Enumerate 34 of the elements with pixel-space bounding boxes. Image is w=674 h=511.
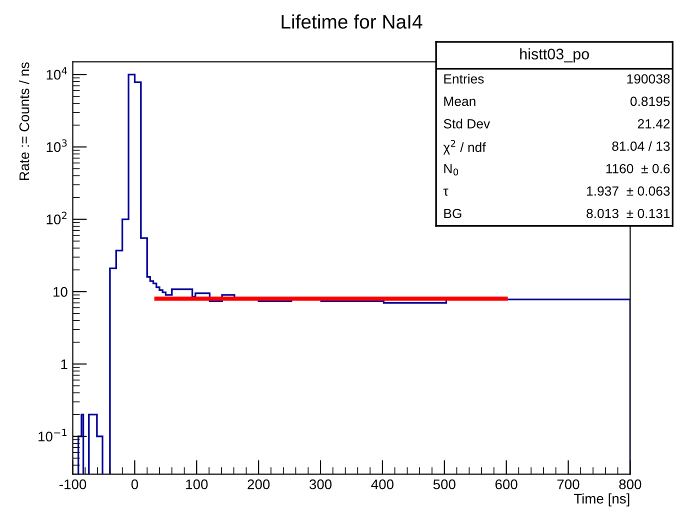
x-tick-label: 400 bbox=[371, 479, 394, 490]
x-tick-label: 100 bbox=[186, 479, 208, 490]
y-axis-title: Rate := Counts / ns bbox=[19, 62, 30, 180]
annotation: 81.04 / 13 bbox=[612, 141, 670, 151]
y-tick-label: 10$^{3}$ bbox=[46, 139, 67, 152]
x-tick-label: 700 bbox=[557, 479, 580, 490]
annotation: Std Dev bbox=[444, 118, 490, 128]
x-tick-label: 200 bbox=[248, 479, 270, 490]
annotation: 1.937 ± 0.063 bbox=[587, 186, 670, 196]
annotation: τ bbox=[443, 188, 448, 196]
annotation: 8.013 ± 0.131 bbox=[586, 208, 670, 218]
y-tick-label: 10 bbox=[54, 286, 68, 297]
y-tick-label: 10$^{2}$ bbox=[46, 212, 66, 224]
annotation: χ$^{2}$ / ndf bbox=[443, 140, 486, 155]
y-tick-label: 10$^{4}$ bbox=[46, 67, 67, 80]
x-tick-label: 0 bbox=[131, 479, 138, 490]
annotation: BG bbox=[444, 208, 462, 218]
x-tick-label: 500 bbox=[433, 479, 456, 490]
text: 21.42 bbox=[638, 119, 670, 128]
x-tick-label: 800 bbox=[619, 479, 642, 490]
annotation: Mean bbox=[444, 96, 476, 106]
x-tick-label: 300 bbox=[309, 479, 332, 490]
y-tick-label: 1 bbox=[61, 359, 68, 370]
annotation: Entries bbox=[444, 74, 484, 84]
x-axis-title: Time [ns] bbox=[574, 493, 630, 506]
y-tick-label: 10$^{−1}$ bbox=[38, 428, 67, 442]
x-tick-label: -100 bbox=[60, 479, 86, 490]
annotation: 1160 ± 0.6 bbox=[606, 164, 670, 174]
annotation: N$_{0}$ bbox=[444, 164, 458, 176]
annotation: 190038 bbox=[627, 74, 670, 84]
text: 0.8195 bbox=[630, 96, 670, 106]
chart-title: Lifetime for NaI4 bbox=[282, 14, 422, 29]
annotation: histt03_po bbox=[520, 48, 589, 62]
x-tick-label: 600 bbox=[495, 479, 518, 490]
